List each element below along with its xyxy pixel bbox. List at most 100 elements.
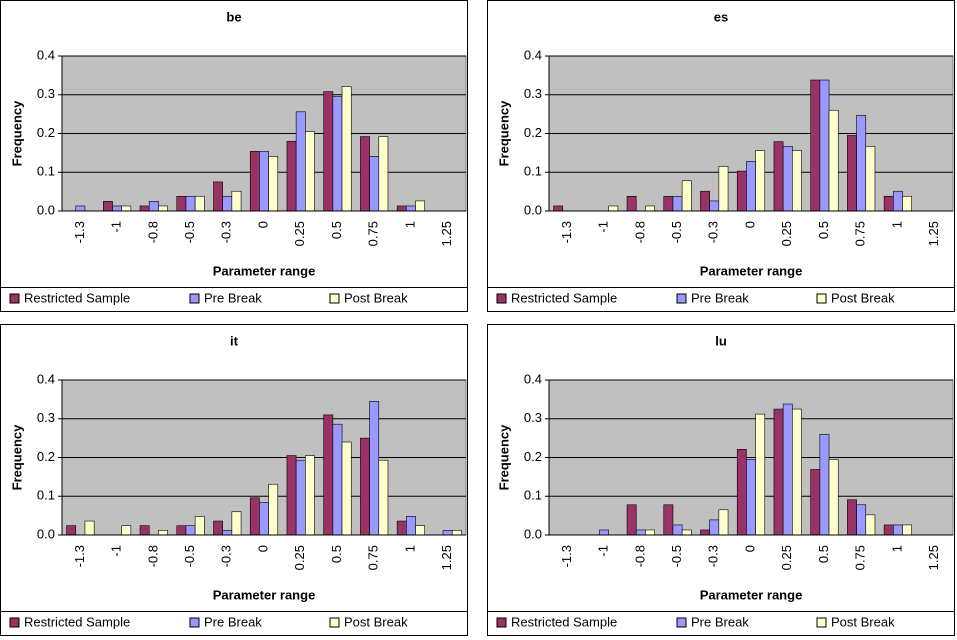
bar xyxy=(158,530,168,536)
bar xyxy=(635,529,646,536)
y-axis-title: Frequency xyxy=(496,424,511,491)
x-tick-label: -0.5 xyxy=(182,545,197,567)
bar xyxy=(176,525,187,536)
bar xyxy=(360,136,370,212)
chart-title: be xyxy=(226,9,241,24)
bar xyxy=(865,514,876,536)
bar xyxy=(681,529,692,536)
x-tick-label: 0.25 xyxy=(779,545,794,570)
legend-label: Post Break xyxy=(344,614,408,629)
bar xyxy=(645,529,655,536)
bar xyxy=(599,529,609,536)
x-tick-label: -1 xyxy=(596,545,611,557)
bar xyxy=(139,205,150,212)
bar xyxy=(442,530,453,536)
bar xyxy=(332,96,343,212)
x-tick-label: -0.8 xyxy=(632,545,647,567)
chart: es 0.0 0.1 0.2 0.3 0.4 -1.3 -1 -0.8 -0.5 -0.3 0 0.25… xyxy=(487,0,955,312)
bar xyxy=(736,170,747,212)
y-axis-title: Frequency xyxy=(496,100,511,167)
chart-title: lu xyxy=(715,333,727,348)
x-tick-label: 1.25 xyxy=(439,545,454,570)
bar xyxy=(553,205,564,212)
bar xyxy=(213,181,223,212)
bar xyxy=(608,205,619,212)
x-tick-label: -1 xyxy=(109,545,124,557)
bar xyxy=(341,441,352,536)
bar xyxy=(782,403,793,536)
bar xyxy=(415,525,425,536)
y-tick-label: 0.4 xyxy=(37,371,55,386)
bar xyxy=(121,205,132,212)
bar xyxy=(341,86,352,212)
legend-label: Post Break xyxy=(344,290,408,305)
x-tick-label: 1 xyxy=(402,545,417,552)
chart: lu 0.0 0.1 0.2 0.3 0.4 -1.3 -1 -0.8 -0.5 -0.3 0 0.25… xyxy=(487,324,955,636)
x-tick-label: 0 xyxy=(742,221,757,228)
x-tick-label: 1.25 xyxy=(926,545,941,570)
bar xyxy=(249,497,260,536)
bar xyxy=(893,524,903,536)
x-tick-label: 1 xyxy=(889,545,904,552)
legend-swatch xyxy=(816,293,827,304)
x-tick-label: 0.25 xyxy=(292,221,307,246)
bar xyxy=(295,111,306,212)
bar xyxy=(828,459,839,536)
bar xyxy=(378,459,389,536)
bar xyxy=(819,79,830,212)
bar xyxy=(773,408,784,536)
x-tick-label: -0.5 xyxy=(669,545,684,567)
bar xyxy=(84,520,95,536)
bar xyxy=(847,499,857,536)
y-tick-label: 0.2 xyxy=(37,449,55,464)
y-tick-label: 0.3 xyxy=(37,410,55,425)
bar xyxy=(406,205,416,212)
bar xyxy=(709,519,720,536)
bar xyxy=(222,530,233,536)
bar xyxy=(406,516,416,536)
x-axis-title: Parameter range xyxy=(700,587,803,602)
legend-label: Pre Break xyxy=(691,290,749,305)
bar xyxy=(323,414,334,536)
bar xyxy=(736,449,747,536)
bar xyxy=(75,205,86,212)
bar xyxy=(856,504,867,536)
legend-swatch xyxy=(676,293,687,304)
y-tick-label: 0.2 xyxy=(524,125,542,140)
bar xyxy=(415,200,425,212)
bar xyxy=(819,433,830,536)
bar xyxy=(626,504,637,536)
bar xyxy=(305,455,315,536)
legend-label: Pre Break xyxy=(691,614,749,629)
y-tick-label: 0.3 xyxy=(37,86,55,101)
x-tick-label: 0.75 xyxy=(853,221,868,246)
legend-swatch xyxy=(496,617,507,628)
chart-title: it xyxy=(230,333,239,348)
bar xyxy=(222,195,233,212)
legend-label: Restricted Sample xyxy=(24,614,130,629)
bar xyxy=(185,195,196,212)
x-tick-label: 1.25 xyxy=(926,221,941,246)
bar xyxy=(792,408,802,536)
bar xyxy=(883,524,894,536)
legend-swatch xyxy=(189,617,200,628)
bar xyxy=(305,131,315,212)
bar xyxy=(194,516,205,536)
x-tick-label: -0.8 xyxy=(145,221,160,243)
bar xyxy=(158,205,168,212)
x-tick-label: 0 xyxy=(255,221,270,228)
x-tick-label: -1.3 xyxy=(559,221,574,243)
legend-label: Restricted Sample xyxy=(511,614,617,629)
bar xyxy=(810,469,821,536)
bar xyxy=(645,205,655,212)
bar xyxy=(323,91,334,212)
x-tick-label: -0.3 xyxy=(219,221,234,243)
bar xyxy=(369,401,380,536)
bar xyxy=(893,190,903,212)
x-tick-label: 0.75 xyxy=(366,221,381,246)
y-tick-label: 0.2 xyxy=(524,449,542,464)
x-tick-label: 1.25 xyxy=(439,221,454,246)
bar xyxy=(663,504,674,536)
bar xyxy=(755,150,766,212)
legend-label: Post Break xyxy=(831,290,895,305)
